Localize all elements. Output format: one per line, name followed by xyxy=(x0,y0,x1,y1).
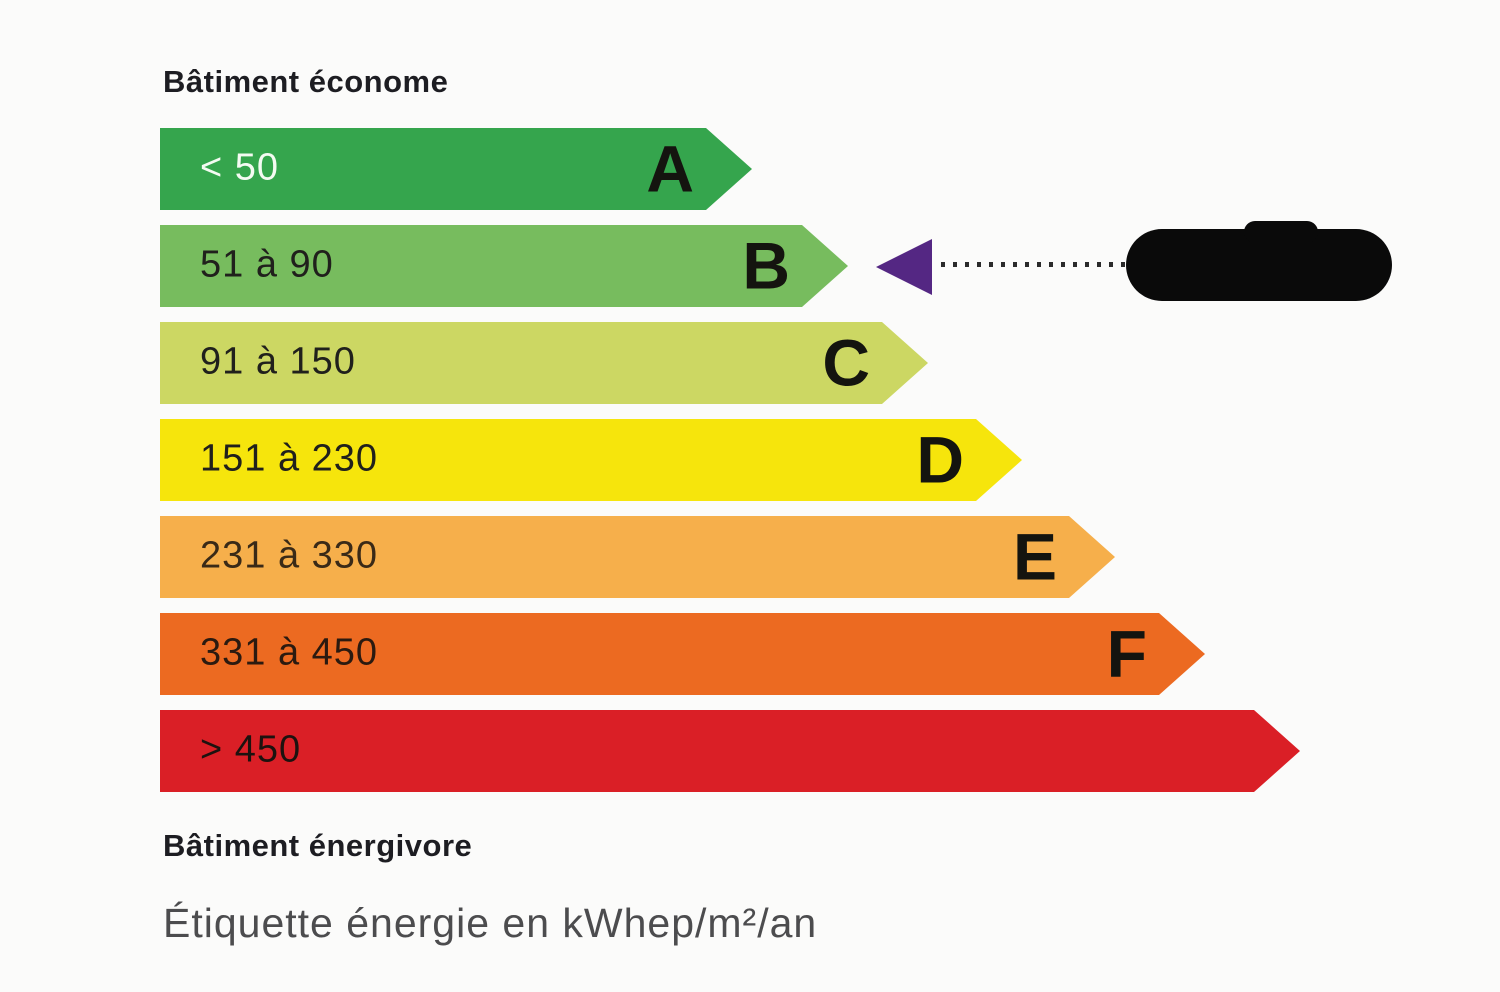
class-letter: B xyxy=(742,228,790,303)
energy-class-bar-d: 151 à 230 D xyxy=(160,419,1022,501)
class-letter: F xyxy=(1106,616,1147,691)
energy-intensive-building-label: Bâtiment énergivore xyxy=(163,828,473,863)
class-range-label: 331 à 450 xyxy=(200,631,379,674)
energy-class-bar-c: 91 à 150 C xyxy=(160,322,928,404)
economical-building-label: Bâtiment économe xyxy=(163,64,449,99)
energy-class-bar-e: 231 à 330 E xyxy=(160,516,1115,598)
class-range-label: 91 à 150 xyxy=(200,340,356,383)
class-letter: E xyxy=(1012,519,1057,594)
dotted-line-connector xyxy=(941,262,1125,267)
arrow-left-icon xyxy=(876,239,932,295)
class-letter: C xyxy=(822,325,870,400)
class-range-label: > 450 xyxy=(200,728,302,771)
class-letter: A xyxy=(646,131,694,206)
energy-class-bar-g: > 450 xyxy=(160,710,1300,792)
redacted-energy-value xyxy=(1126,221,1392,301)
energy-class-bar-a: < 50 A xyxy=(160,128,752,210)
energy-scale: < 50 A 51 à 90 B 91 à 150 C 151 à 230 D … xyxy=(160,128,1300,807)
class-range-label: 51 à 90 xyxy=(200,243,334,286)
class-range-label: 151 à 230 xyxy=(200,437,379,480)
energy-unit-caption: Étiquette énergie en kWhep/m²/an xyxy=(163,900,818,946)
class-range-label: 231 à 330 xyxy=(200,534,379,577)
energy-class-bar-b: 51 à 90 B xyxy=(160,225,848,307)
class-range-label: < 50 xyxy=(200,146,280,189)
class-letter: D xyxy=(916,422,964,497)
energy-class-bar-f: 331 à 450 F xyxy=(160,613,1205,695)
